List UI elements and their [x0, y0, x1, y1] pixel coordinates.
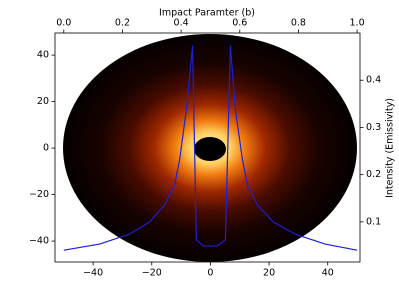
y-tick-label: 40 [37, 50, 49, 61]
x2-tick-label: 0.8 [291, 18, 306, 29]
y-tick-label: −20 [29, 189, 49, 200]
x-tick-label: 20 [263, 268, 275, 279]
x2-tick-label: 0.4 [174, 18, 189, 29]
shadow [194, 137, 226, 161]
x2-axis-label: Impact Paramter (b) [159, 8, 255, 19]
x-tick-label: 0 [207, 268, 213, 279]
line [63, 45, 358, 251]
x-tick-label: 40 [322, 268, 334, 279]
x-tick-label: −40 [83, 268, 103, 279]
y-tick-label: 20 [37, 96, 49, 107]
y2-tick-label: 0.3 [366, 122, 381, 133]
y2-tick-label: 0.2 [366, 169, 381, 180]
plot-area [63, 34, 357, 262]
y-tick-label: −40 [29, 236, 49, 247]
x2-tick-label: 0.6 [232, 18, 247, 29]
y2-tick-label: 0.1 [366, 216, 381, 227]
y2-tick-label: 0.4 [366, 75, 381, 86]
y-tick-label: 0 [43, 143, 49, 154]
x2-tick-label: 0.2 [115, 18, 130, 29]
frame [54, 32, 361, 263]
y2-axis-label: Intensity (Emissivity) [385, 98, 396, 198]
x-tick-label: −20 [142, 268, 162, 279]
x2-tick-label: 1.0 [350, 18, 365, 29]
x2-tick-label: 0.0 [56, 18, 71, 29]
